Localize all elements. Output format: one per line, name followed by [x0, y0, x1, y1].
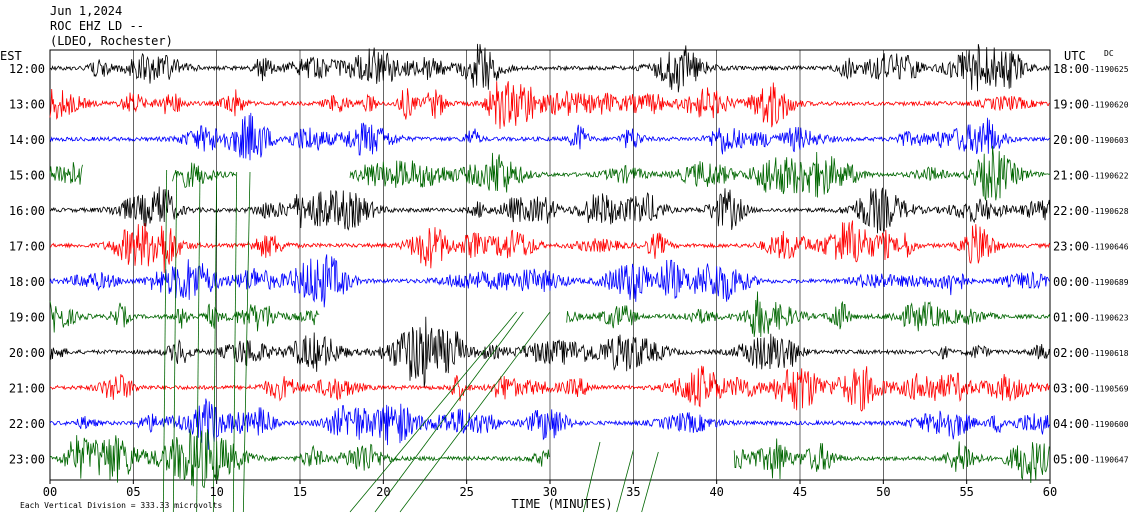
chart-date: Jun 1,2024 — [50, 4, 123, 18]
dc-offset-value: -1190569 — [1090, 385, 1129, 394]
x-tick-label: 15 — [293, 485, 307, 499]
x-tick-label: 30 — [543, 485, 557, 499]
dc-offset-value: -1190646 — [1090, 243, 1129, 252]
x-tick-label: 60 — [1043, 485, 1057, 499]
trace-row — [49, 365, 1051, 412]
est-hour-label: 16:00 — [9, 204, 45, 218]
dc-offset-value: -1190618 — [1090, 349, 1129, 358]
est-hour-label: 14:00 — [9, 133, 45, 147]
est-hour-label: 17:00 — [9, 240, 45, 254]
est-hour-label: 20:00 — [9, 346, 45, 360]
utc-hour-label: 23:00 — [1053, 240, 1089, 254]
x-tick-label: 40 — [709, 485, 723, 499]
utc-hour-label: 00:00 — [1053, 275, 1089, 289]
transient-streak — [616, 449, 634, 513]
utc-hour-label: 01:00 — [1053, 311, 1089, 325]
trace-row — [49, 254, 1051, 308]
transient-streak — [212, 171, 218, 513]
utc-hour-label: 18:00 — [1053, 62, 1089, 76]
est-hour-label: 23:00 — [9, 453, 45, 467]
dc-offset-value: -1190620 — [1090, 101, 1129, 110]
utc-hour-label: 04:00 — [1053, 417, 1089, 431]
est-hour-label: 22:00 — [9, 417, 45, 431]
dc-offset-value: -1190689 — [1090, 278, 1129, 287]
x-tick-label: 45 — [793, 485, 807, 499]
trace-row — [49, 291, 1051, 338]
trace-row — [49, 112, 1051, 161]
traces — [49, 43, 1051, 513]
scale-note: Each Vertical Division = 333.33 microvol… — [20, 501, 222, 510]
utc-hour-label: 19:00 — [1053, 98, 1089, 112]
x-tick-label: 00 — [43, 485, 57, 499]
trace-row — [49, 220, 1051, 273]
dc-offset-value: -1190628 — [1090, 207, 1129, 216]
transient-streak — [374, 311, 524, 513]
dc-offset-value: -1190647 — [1090, 456, 1129, 465]
transient-streak — [172, 171, 178, 513]
trace-row — [49, 428, 1051, 489]
transient-streak — [349, 311, 517, 513]
trace-row — [49, 81, 1051, 129]
est-hour-label: 12:00 — [9, 62, 45, 76]
x-tick-label: 05 — [126, 485, 140, 499]
trace-row — [49, 43, 1051, 93]
x-tick-label: 10 — [209, 485, 223, 499]
x-axis-title: TIME (MINUTES) — [511, 497, 612, 511]
transient-streak — [232, 171, 238, 513]
trace-row — [49, 316, 1051, 388]
x-tick-label: 35 — [626, 485, 640, 499]
dc-offset-value: -1190603 — [1090, 136, 1129, 145]
x-tick-label: 50 — [876, 485, 890, 499]
x-tick-label: 25 — [459, 485, 473, 499]
station-network: (LDEO, Rochester) — [50, 34, 173, 48]
est-hour-label: 13:00 — [9, 98, 45, 112]
est-axis-title: EST — [0, 49, 22, 63]
transient-streak — [582, 441, 601, 513]
est-hour-label: 18:00 — [9, 275, 45, 289]
transient-streak — [399, 311, 551, 513]
transient-streak — [196, 171, 201, 513]
grid — [49, 49, 1051, 484]
dc-offset-value: -1190622 — [1090, 172, 1129, 181]
utc-hour-label: 05:00 — [1053, 453, 1089, 467]
x-tick-label: 20 — [376, 485, 390, 499]
utc-hour-label: 22:00 — [1053, 204, 1089, 218]
est-hour-label: 15:00 — [9, 169, 45, 183]
est-hour-label: 19:00 — [9, 311, 45, 325]
station-code: ROC EHZ LD -- — [50, 19, 144, 33]
utc-axis-title: UTC — [1064, 49, 1086, 63]
dc-offset-value: -1190600 — [1090, 420, 1129, 429]
dc-offset-value: -1190623 — [1090, 314, 1129, 323]
trace-row — [49, 186, 1051, 234]
utc-hour-label: 21:00 — [1053, 169, 1089, 183]
est-hour-label: 21:00 — [9, 382, 45, 396]
trace-row — [49, 398, 1051, 450]
dc-label: DC — [1104, 49, 1114, 58]
utc-hour-label: 02:00 — [1053, 346, 1089, 360]
utc-hour-label: 03:00 — [1053, 382, 1089, 396]
transient-streak — [162, 169, 168, 513]
x-tick-label: 55 — [959, 485, 973, 499]
transient-streak — [641, 451, 659, 513]
transient-streak — [242, 171, 251, 513]
utc-hour-label: 20:00 — [1053, 133, 1089, 147]
dc-offset-value: -1190625 — [1090, 65, 1129, 74]
trace-row — [49, 145, 1051, 201]
